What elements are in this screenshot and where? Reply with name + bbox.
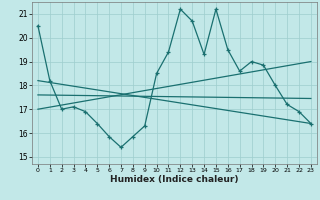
X-axis label: Humidex (Indice chaleur): Humidex (Indice chaleur) — [110, 175, 239, 184]
